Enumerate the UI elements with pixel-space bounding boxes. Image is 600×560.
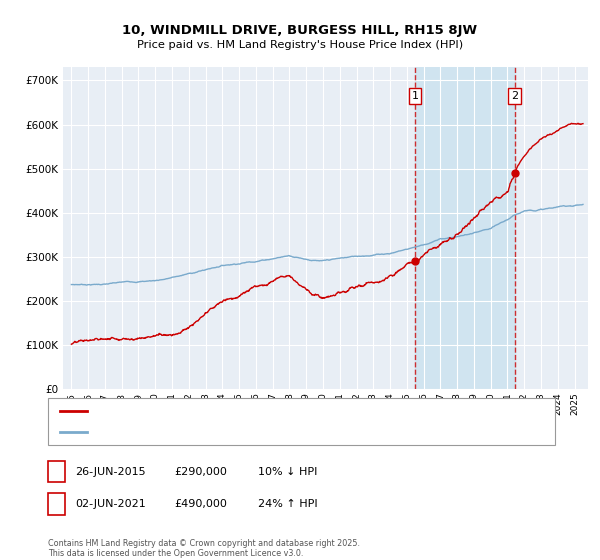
Text: Price paid vs. HM Land Registry's House Price Index (HPI): Price paid vs. HM Land Registry's House … xyxy=(137,40,463,50)
Text: £490,000: £490,000 xyxy=(174,499,227,509)
Text: 2: 2 xyxy=(511,91,518,101)
Text: 10% ↓ HPI: 10% ↓ HPI xyxy=(258,466,317,477)
Text: 24% ↑ HPI: 24% ↑ HPI xyxy=(258,499,317,509)
Text: 2: 2 xyxy=(53,497,60,511)
Text: 02-JUN-2021: 02-JUN-2021 xyxy=(75,499,146,509)
Bar xyxy=(415,67,515,389)
Text: £290,000: £290,000 xyxy=(174,466,227,477)
Text: 10, WINDMILL DRIVE, BURGESS HILL, RH15 8JW (semi-detached house): 10, WINDMILL DRIVE, BURGESS HILL, RH15 8… xyxy=(93,406,449,416)
Text: 26-JUN-2015: 26-JUN-2015 xyxy=(75,466,146,477)
Text: 10, WINDMILL DRIVE, BURGESS HILL, RH15 8JW: 10, WINDMILL DRIVE, BURGESS HILL, RH15 8… xyxy=(122,24,478,36)
Text: Contains HM Land Registry data © Crown copyright and database right 2025.
This d: Contains HM Land Registry data © Crown c… xyxy=(48,539,360,558)
Text: 1: 1 xyxy=(412,91,419,101)
Text: HPI: Average price, semi-detached house, Mid Sussex: HPI: Average price, semi-detached house,… xyxy=(93,427,361,437)
Text: 1: 1 xyxy=(53,465,60,478)
